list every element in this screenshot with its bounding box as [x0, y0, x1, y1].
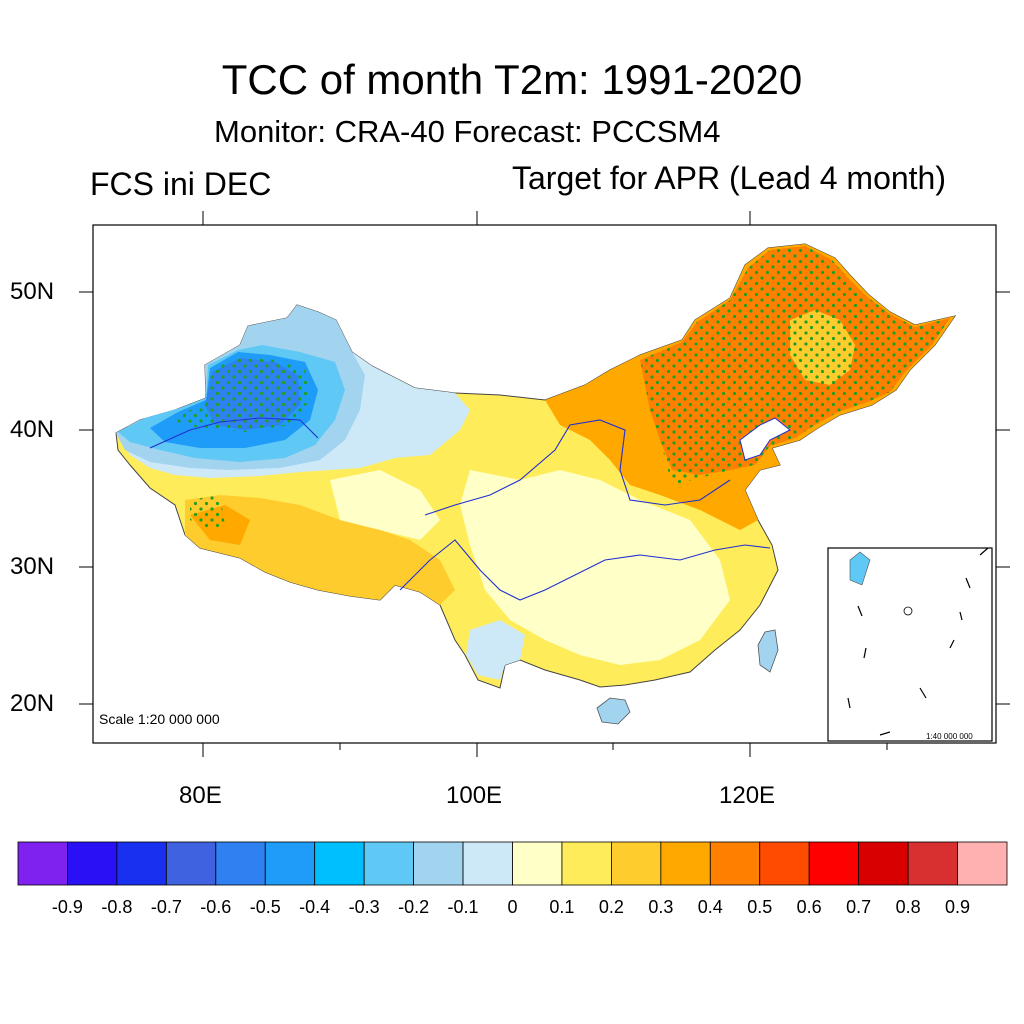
- colorbar-tick-label: 0.4: [697, 897, 723, 917]
- colorbar-box: [808, 841, 860, 886]
- lat-label-20n: 20N: [10, 690, 55, 717]
- hainan-island: [596, 697, 631, 725]
- colorbar-box: [957, 841, 1008, 886]
- colorbar-tick-label: -0.4: [299, 897, 331, 917]
- colorbar-tick-label: 0.2: [598, 897, 624, 917]
- colorbar-tick-label: 0.1: [549, 897, 575, 917]
- south-china-sea-inset: [827, 547, 993, 742]
- colorbar-box: [611, 841, 662, 886]
- colorbar-tick-label: -0.2: [398, 897, 430, 917]
- contour-pos-0.3-tibet: [185, 495, 455, 605]
- colorbar-box: [215, 841, 266, 886]
- colorbar-box: [561, 841, 612, 886]
- lat-label-50n: 50N: [10, 278, 55, 305]
- colorbar-box: [67, 841, 118, 886]
- colorbar-box: [413, 841, 464, 886]
- colorbar-tick-label: 0.8: [895, 897, 921, 917]
- lat-label-40n: 40N: [10, 416, 55, 443]
- map-subtitle: Monitor: CRA-40 Forecast: PCCSM4: [214, 114, 721, 149]
- colorbar-tick-label: 0.3: [648, 897, 674, 917]
- colorbar-tick-label: -0.5: [249, 897, 281, 917]
- map-title: TCC of month T2m: 1991-2020: [221, 56, 803, 103]
- colorbar-box: [314, 841, 365, 886]
- yangtze-river: [399, 539, 771, 601]
- colorbar-box: [858, 841, 909, 886]
- bohai-sea: [739, 417, 791, 461]
- colorbar-box: [165, 841, 217, 886]
- colorbar-box: [363, 841, 414, 886]
- colorbar-box: [264, 841, 316, 886]
- colorbar-box: [907, 841, 958, 886]
- colorbar-tick-label: 0.7: [846, 897, 872, 917]
- colorbar-tick-label: -0.6: [200, 897, 232, 917]
- colorbar-box: [660, 841, 711, 886]
- contour-pos-0.1-west: [330, 470, 440, 540]
- lat-label-30n: 30N: [10, 553, 55, 580]
- colorbar-tick-label: 0.6: [796, 897, 822, 917]
- significance-stipple-northeast: [640, 246, 950, 485]
- colorbar-box: [512, 841, 563, 886]
- colorbar-box: [116, 841, 167, 886]
- tarim-river: [149, 417, 319, 449]
- forecast-init-label: FCS ini DEC: [90, 166, 272, 202]
- colorbar-tick-label: -0.8: [101, 897, 133, 917]
- colorbar: [17, 841, 1008, 886]
- colorbar-box: [759, 841, 810, 886]
- colorbar-tick-label: -0.1: [447, 897, 479, 917]
- contour-pos-0.1-central: [460, 470, 730, 665]
- colorbar-tick-label: -0.7: [150, 897, 182, 917]
- lon-label-80e: 80E: [179, 782, 222, 809]
- yellow-river: [424, 419, 731, 516]
- colorbar-tick-label: -0.9: [51, 897, 83, 917]
- map-frame: [92, 224, 997, 744]
- colorbar-tick-label: 0.5: [747, 897, 773, 917]
- contour-neg-0.1-yunnan: [466, 620, 525, 680]
- inset-scale-note: 1:40 000 000: [926, 732, 973, 741]
- colorbar-tick-label: 0: [507, 897, 518, 917]
- lon-label-100e: 100E: [446, 782, 503, 809]
- colorbar-tick-label: -0.3: [348, 897, 380, 917]
- colorbar-box: [709, 841, 761, 886]
- colorbar-tick-label: 0.9: [945, 897, 971, 917]
- scale-note: Scale 1:20 000 000: [99, 711, 220, 727]
- map-area: [115, 243, 957, 725]
- target-label: Target for APR (Lead 4 month): [512, 160, 946, 196]
- significance-stipple-tibet: [190, 495, 225, 530]
- taiwan-island: [757, 629, 779, 673]
- colorbar-box: [462, 841, 513, 886]
- axis-ticks: [79, 211, 1010, 757]
- significance-stipple-xinjiang: [170, 356, 310, 432]
- lon-label-120e: 120E: [719, 782, 776, 809]
- colorbar-box: [17, 841, 68, 886]
